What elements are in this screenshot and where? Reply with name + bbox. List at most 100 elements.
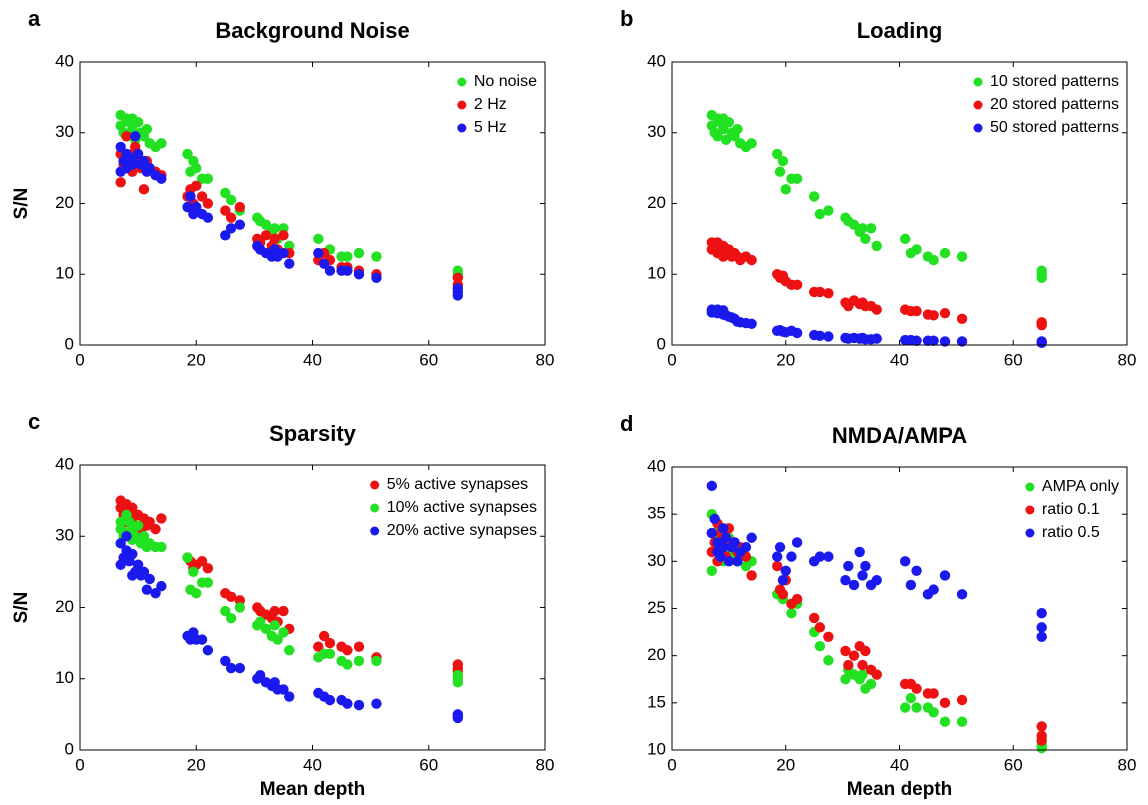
point [353,247,365,259]
point [911,244,922,255]
subplot: c Sparsity S/N Mean depth 0 20 40 60 80 0 10 20 30 40… [11,409,554,800]
chart-title: Loading [857,18,943,43]
point [871,240,882,252]
subplot: a Background Noise S/N 0 20 40 60 80 0 10 20 30 40 No… [11,6,554,370]
point [715,551,726,562]
point [814,330,826,342]
point [1036,742,1047,754]
legend-label: ratio 0.5 [1042,524,1100,541]
point [780,184,791,195]
x-tick-label: 60 [419,350,438,369]
legend-label: ratio 0.1 [1042,501,1100,518]
point [717,523,729,534]
point [144,162,155,174]
point [260,219,272,230]
point [278,247,289,259]
x-tick-label: 60 [419,755,438,774]
point [857,223,868,234]
point [138,155,150,167]
point [814,551,826,562]
point [313,247,324,259]
point [452,290,464,301]
point [371,272,382,283]
y-tick-label: 20 [55,193,74,212]
point [772,148,783,160]
legend-marker [1025,482,1035,492]
point [939,697,951,709]
legend: 10 stored patterns 20 stored patterns 50 s… [973,73,1119,136]
point [342,265,353,276]
point [860,233,871,245]
point [202,563,214,574]
point [772,551,783,562]
point [234,219,246,230]
x-tick-label: 40 [303,350,322,369]
point [709,513,720,525]
point [712,131,723,142]
legend-marker [457,77,467,87]
point [840,674,851,685]
point [740,541,752,553]
point [956,694,968,706]
point [260,230,272,241]
point [156,138,167,149]
point [791,279,803,291]
y-tick-label: 10 [647,264,666,283]
point [196,634,208,645]
point [324,265,336,276]
point [774,541,786,553]
point [777,589,789,600]
point [141,584,153,595]
point [138,531,150,542]
legend-label: AMPA only [1042,478,1119,495]
y-axis-label: S/N [11,188,32,220]
point [823,631,834,642]
point [202,173,214,184]
point [871,575,882,586]
x-tick-label: 80 [536,350,555,369]
legend: No noise 2 Hz 5 Hz [457,73,537,136]
legend-marker [370,526,380,536]
chart-title: Background Noise [215,18,409,43]
point [225,662,237,674]
point [939,336,951,347]
point [1036,721,1047,732]
point [706,565,718,576]
point [791,327,803,339]
point [791,537,803,548]
point [371,655,382,667]
legend-label: 5% active synapses [387,476,528,493]
point [720,134,732,146]
point [220,205,231,216]
point [706,527,718,539]
point [777,155,789,167]
legend-label: 20% active synapses [387,522,537,539]
point [857,669,868,680]
legend-label: 2 Hz [474,96,507,113]
point [191,201,202,213]
point [746,254,757,266]
point [911,305,922,317]
point [1036,735,1047,746]
point [225,212,237,223]
y-tick-label: 40 [647,456,666,475]
legend-label: 10% active synapses [387,499,537,516]
y-tick-label: 30 [647,122,666,141]
x-tick-label: 0 [75,755,84,774]
point [911,335,922,346]
point [823,331,834,342]
subplot: b Loading 0 20 40 60 80 0 10 20 30 40 10 stored patt… [620,6,1136,370]
x-tick-label: 80 [1118,755,1137,774]
point [260,623,272,635]
point [823,288,834,299]
point [132,559,144,570]
point [130,131,141,142]
panel-label: b [620,6,633,31]
point [723,556,735,567]
point [254,616,266,627]
point [191,180,202,192]
point [313,641,324,652]
legend-marker [973,100,983,110]
point [138,184,150,195]
point [746,532,757,543]
